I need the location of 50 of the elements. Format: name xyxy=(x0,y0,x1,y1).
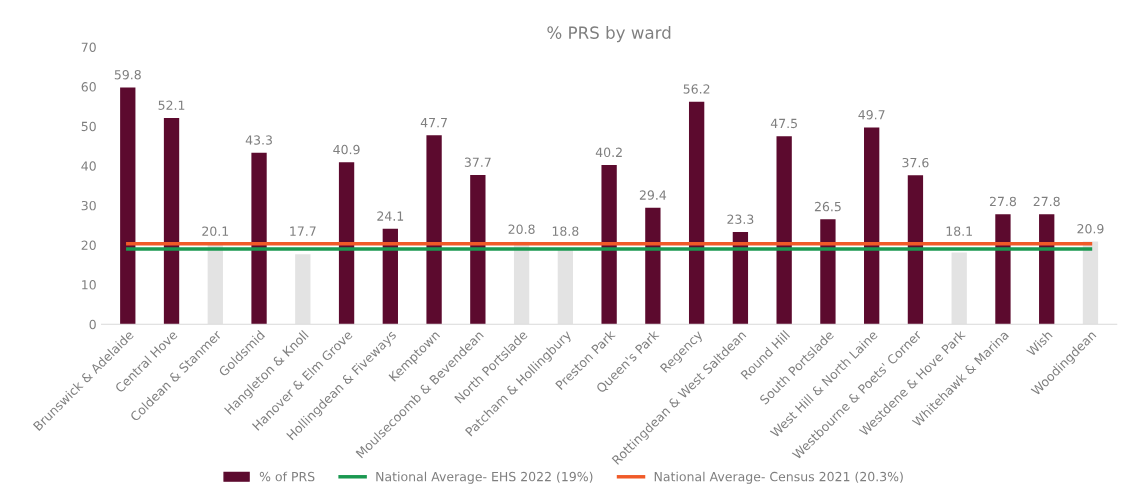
legend-label: National Average- EHS 2022 (19%) xyxy=(376,471,593,484)
y-tick-label: 60 xyxy=(81,82,96,92)
data-label: 27.8 xyxy=(989,196,1017,207)
data-label: 37.7 xyxy=(464,157,491,167)
data-label: 47.5 xyxy=(770,118,797,129)
data-label: 20.8 xyxy=(508,224,535,234)
bar xyxy=(470,174,486,325)
data-label: 59.8 xyxy=(114,69,141,80)
data-label: 23.3 xyxy=(727,214,754,224)
bar xyxy=(995,214,1011,325)
data-label: 47.7 xyxy=(420,118,447,128)
bar xyxy=(426,135,442,325)
legend-label: % of PRS xyxy=(259,471,315,482)
legend-label: National Average- Census 2021 (20.3%) xyxy=(654,471,903,484)
chart-title: % PRS by ward xyxy=(547,26,671,43)
data-label: 17.7 xyxy=(290,226,316,236)
data-label: 49.7 xyxy=(858,109,885,120)
bar xyxy=(163,117,180,325)
data-label: 40.2 xyxy=(595,147,622,158)
data-label: 20.9 xyxy=(1077,224,1104,234)
data-label: 24.1 xyxy=(377,211,404,221)
data-label: 18.1 xyxy=(946,226,972,236)
data-label: 43.3 xyxy=(245,135,272,145)
data-label: 40.9 xyxy=(333,144,360,155)
y-tick-label: 10 xyxy=(82,280,96,290)
data-label: 37.6 xyxy=(902,157,929,168)
data-label: 56.2 xyxy=(683,84,710,94)
bar xyxy=(688,101,705,325)
bar xyxy=(820,219,836,325)
bar xyxy=(645,207,661,325)
y-tick-label: 50 xyxy=(81,121,96,132)
bar xyxy=(907,175,924,325)
bar xyxy=(601,165,617,325)
y-tick-label: 30 xyxy=(81,200,96,211)
y-tick-label: 0 xyxy=(89,319,96,330)
data-label: 29.4 xyxy=(639,190,667,200)
bar xyxy=(776,136,792,325)
data-label: 26.5 xyxy=(814,201,841,212)
bar xyxy=(120,87,136,325)
data-label: 52.1 xyxy=(158,100,185,110)
data-label: 20.1 xyxy=(202,226,229,236)
bar xyxy=(251,152,267,325)
bar xyxy=(1039,214,1055,325)
bar xyxy=(864,127,880,325)
bar xyxy=(338,162,355,325)
y-tick-label: 40 xyxy=(81,161,96,171)
data-label: 18.8 xyxy=(552,226,579,236)
y-tick-label: 70 xyxy=(81,42,96,52)
y-tick-label: 20 xyxy=(81,240,96,250)
data-label: 27.8 xyxy=(1033,196,1060,207)
